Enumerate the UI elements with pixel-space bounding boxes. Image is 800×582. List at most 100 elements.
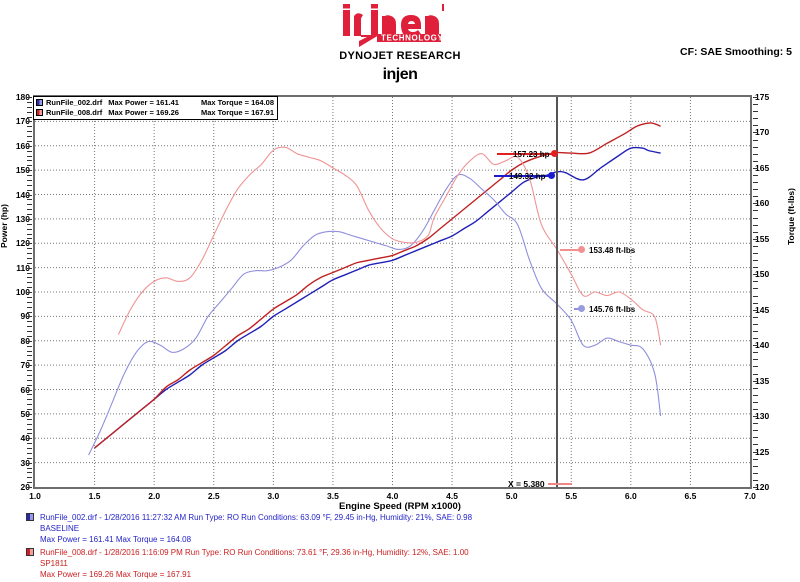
annotation-torque-red-marker	[578, 246, 585, 253]
axis-tick-mark	[27, 257, 32, 259]
axis-tick-mark	[27, 272, 32, 274]
axis-tick-mark	[27, 238, 32, 240]
x-tick-label: 4.0	[386, 491, 399, 501]
legend-max-torque-label: Max Torque =	[200, 107, 249, 117]
axis-tick-mark	[27, 165, 32, 167]
run-name-line: SP1811	[40, 559, 68, 568]
x-tick-label: 6.0	[624, 491, 637, 501]
x-tick-label: 7.0	[744, 491, 756, 501]
axis-tick-mark	[27, 131, 32, 133]
x-tick-label: 4.5	[446, 491, 458, 501]
x-tick-label: 1.5	[88, 491, 101, 501]
x-tick-label: 3.0	[267, 491, 280, 501]
dynojet-research-label: DYNOJET RESEARCH	[339, 50, 461, 62]
run-swatch-icon	[26, 548, 34, 556]
x-tick-label: 3.5	[326, 491, 339, 501]
axis-tick-mark	[27, 262, 32, 264]
axis-tick-mark	[27, 306, 32, 308]
axis-tick-mark	[753, 288, 758, 290]
y-left-tick-label: 180	[15, 92, 30, 102]
cursor-x-value: X = 5.380	[508, 479, 545, 489]
y-left-tick-label: 150	[15, 165, 30, 176]
y-left-tick-label: 60	[20, 384, 30, 395]
injen-logo: TECHNOLOGY	[341, 4, 481, 48]
axis-tick-mark	[27, 477, 32, 479]
axis-tick-mark	[753, 203, 758, 205]
y-right-tick-label: 145	[755, 304, 770, 315]
axis-tick-mark	[27, 292, 32, 293]
axis-tick-mark	[27, 155, 32, 157]
axis-tick-mark	[27, 433, 32, 435]
axis-tick-mark	[27, 428, 32, 430]
axis-tick-mark	[27, 248, 32, 250]
legend-max-torque-value: 167.91	[251, 107, 275, 117]
axis-tick-mark	[27, 296, 32, 298]
dyno-chart-plot-area[interactable]	[33, 95, 752, 489]
y-right-tick-label: 150	[755, 269, 770, 280]
axis-tick-mark	[27, 150, 32, 152]
y-right-tick-label: 130	[755, 411, 770, 422]
axis-tick-mark	[753, 359, 758, 361]
axis-tick-mark	[27, 199, 32, 201]
y-left-tick-label: 80	[20, 335, 30, 346]
axis-tick-mark	[753, 132, 758, 134]
axis-tick-mark	[753, 281, 758, 283]
plot-inner	[35, 97, 750, 487]
axis-tick-mark	[27, 228, 32, 230]
legend-max-torque-label: Max Torque =	[200, 98, 249, 107]
axis-tick-mark	[753, 253, 758, 254]
axis-tick-mark	[753, 472, 758, 474]
axis-tick-mark	[27, 111, 32, 113]
axis-tick-mark	[27, 233, 32, 235]
axis-tick-mark	[27, 116, 32, 118]
axis-tick-mark	[753, 451, 758, 453]
axis-tick-mark	[27, 243, 32, 245]
axis-tick-mark	[27, 365, 32, 367]
axis-tick-mark	[753, 394, 758, 396]
cf-smoothing-label: CF: SAE Smoothing: 5	[680, 46, 792, 58]
axis-tick-mark	[27, 438, 32, 440]
axis-tick-mark	[27, 443, 32, 445]
annotation-leader-line	[574, 308, 580, 310]
x-axis-title: Engine Speed (RPM x1000)	[339, 501, 461, 512]
axis-tick-mark	[753, 97, 758, 98]
axis-tick-mark	[753, 323, 758, 325]
y-left-tick-label: 170	[15, 116, 30, 127]
axis-tick-mark	[27, 370, 32, 371]
axis-tick-mark	[27, 140, 32, 142]
axis-tick-mark	[27, 267, 32, 269]
annotation-power-blue: 149.32 hp	[509, 172, 546, 181]
axis-tick-mark	[753, 196, 758, 198]
axis-tick-mark	[753, 387, 758, 389]
y-right-tick-label: 160	[755, 198, 770, 209]
legend-max-torque-value: 164.08	[251, 98, 275, 107]
y-axis-right-ticks: 120 125 130 135 140 145 150 155 160 165 170 175	[753, 92, 793, 492]
legend-row: RunFile_002.drf Max Power = 161.41 Max T…	[36, 98, 274, 108]
axis-tick-mark	[753, 345, 758, 347]
axis-tick-mark	[27, 321, 32, 323]
y-right-tick-label: 170	[755, 127, 770, 138]
axis-tick-mark	[753, 125, 758, 127]
run-detail-row: RunFile_008.drf - 1/28/2016 1:16:09 PM R…	[0, 547, 800, 580]
x-axis-ticks: 1.0 1.5 2.0 2.5 3.0 3.5 4.0 4.5 5.0 5.5 6.0 6.5 7.0	[29, 489, 756, 505]
axis-tick-mark	[27, 467, 32, 469]
axis-tick-mark	[753, 409, 758, 410]
run-maxima-line: Max Power = 161.41 Max Torque = 164.08	[40, 535, 192, 544]
y-right-tick-label: 135	[755, 375, 770, 386]
axis-tick-mark	[753, 160, 758, 162]
axis-tick-mark	[753, 167, 758, 169]
axis-tick-mark	[27, 253, 32, 254]
axis-tick-mark	[27, 472, 32, 474]
axis-tick-mark	[27, 287, 32, 289]
axis-tick-mark	[753, 430, 758, 432]
cursor-line[interactable]	[555, 97, 558, 487]
axis-tick-mark	[27, 106, 32, 108]
axis-tick-mark	[27, 160, 32, 162]
axis-tick-mark	[27, 145, 32, 147]
axis-tick-mark	[753, 416, 758, 418]
axis-tick-mark	[753, 465, 758, 467]
run-swatch-icon	[26, 513, 34, 521]
axis-tick-mark	[27, 355, 32, 357]
annotation-leader-line	[497, 153, 552, 155]
x-tick-label: 2.0	[148, 491, 161, 501]
